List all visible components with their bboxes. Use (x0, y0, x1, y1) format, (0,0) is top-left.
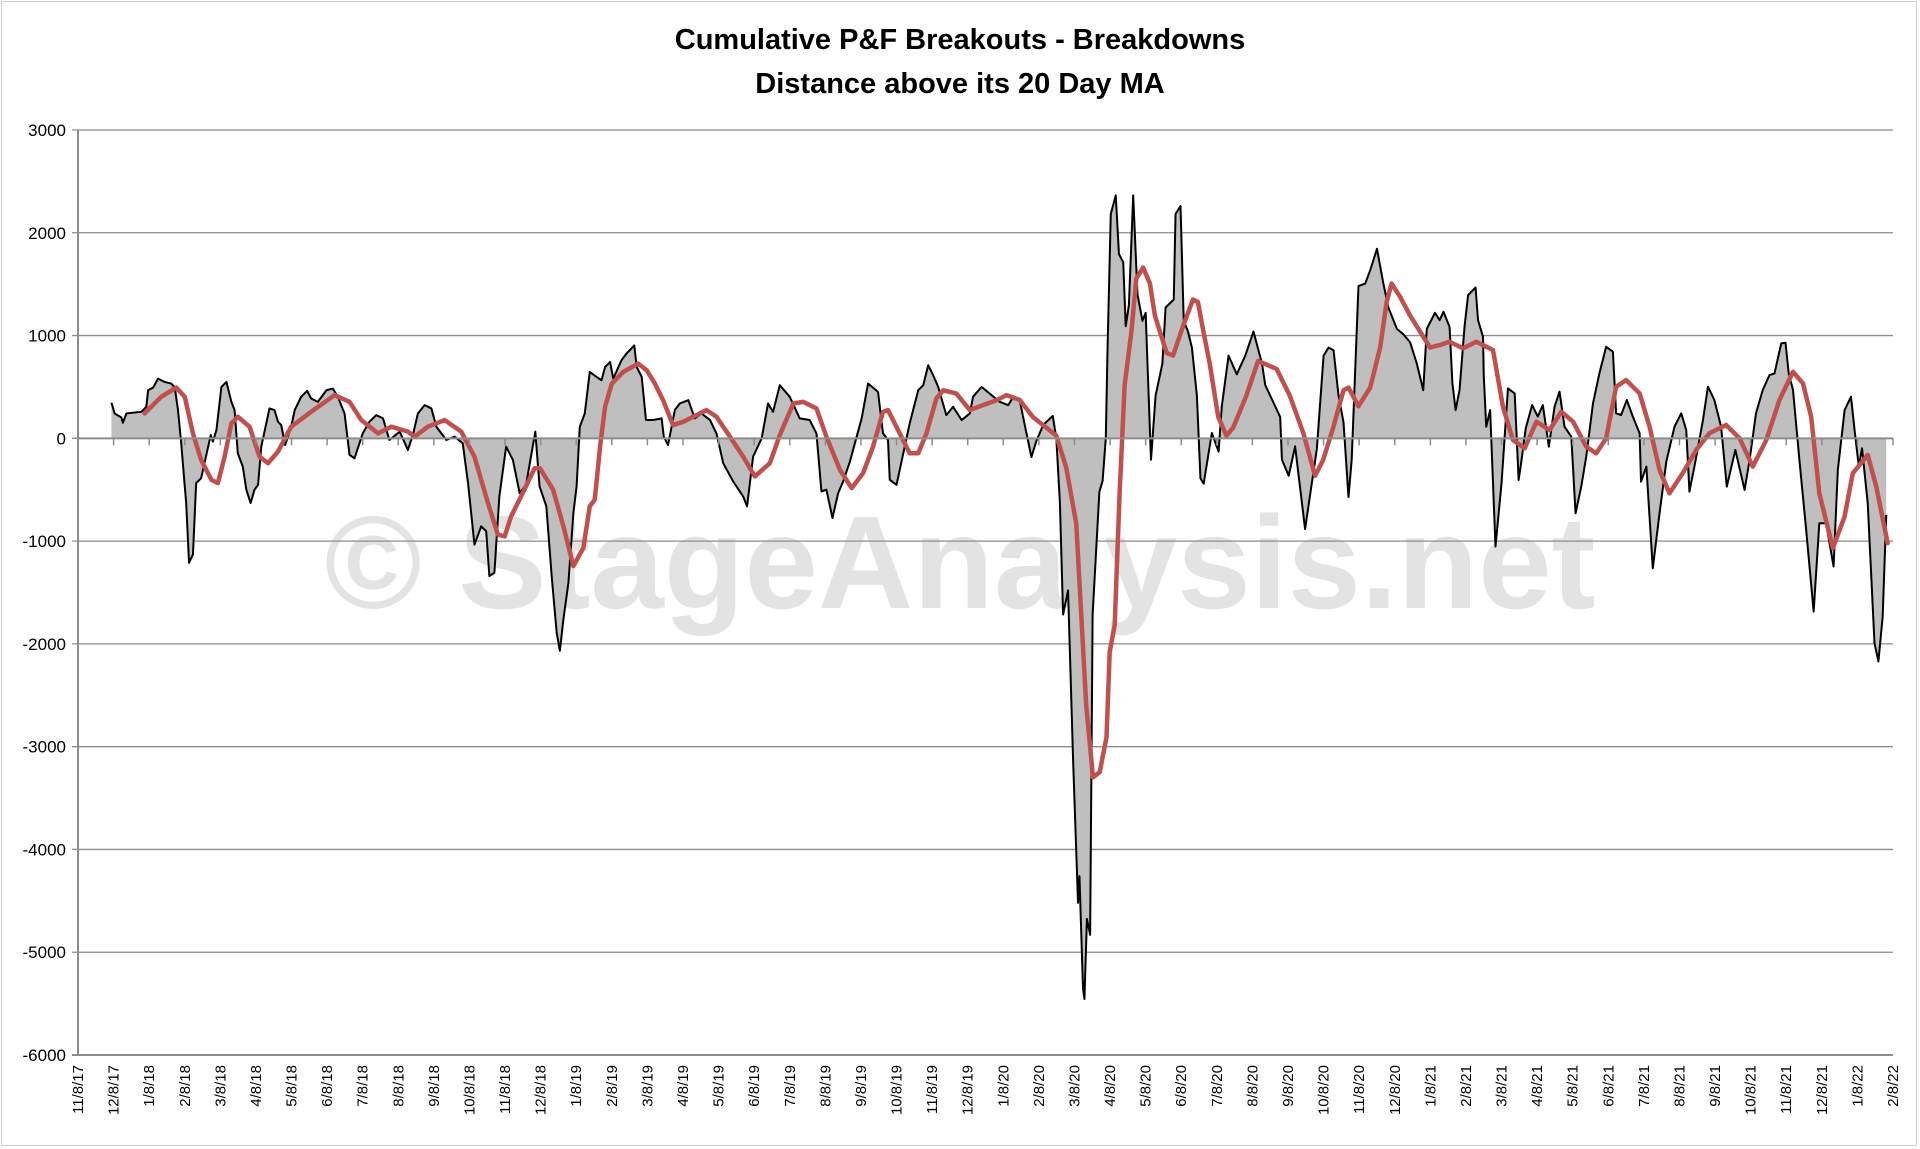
x-tick-label: 8/8/19 (817, 1065, 834, 1107)
watermark: © StageAnalysis.net (324, 489, 1595, 636)
x-tick-label: 11/8/20 (1351, 1065, 1368, 1114)
x-tick-label: 10/8/18 (461, 1065, 478, 1115)
x-tick-label: 12/8/18 (533, 1065, 550, 1115)
ma-20-day-line (142, 265, 1890, 780)
x-tick-label: 11/8/17 (70, 1065, 87, 1114)
x-tick-label: 1/8/21 (1422, 1065, 1439, 1107)
x-tick-label: 12/8/17 (106, 1065, 123, 1115)
x-tick-label: 4/8/19 (675, 1065, 692, 1107)
chart-title: Cumulative P&F Breakouts - Breakdowns Di… (0, 18, 1920, 106)
y-tick-label: -6000 (23, 1046, 66, 1065)
distance-area-fill (111, 195, 1887, 999)
x-tick-label: 10/8/21 (1743, 1065, 1760, 1115)
x-tick-label: 8/8/21 (1671, 1065, 1688, 1107)
x-tick-label: 6/8/18 (319, 1065, 336, 1107)
x-tick-label: 2/8/19 (604, 1065, 621, 1107)
y-tick-label: -4000 (23, 840, 66, 859)
x-tick-label: 11/8/21 (1778, 1065, 1795, 1114)
y-tick-label: 3000 (28, 121, 66, 140)
x-tick-label: 2/8/22 (1885, 1065, 1902, 1107)
x-tick-label: 5/8/18 (284, 1065, 301, 1107)
chart-subtitle: Distance above its 20 Day MA (755, 68, 1165, 100)
y-tick-label: -2000 (23, 635, 66, 654)
x-tick-label: 3/8/20 (1066, 1065, 1083, 1107)
distance-line (110, 194, 1888, 1000)
x-tick-label: 10/8/19 (889, 1065, 906, 1115)
chart-title-line1: Cumulative P&F Breakouts - Breakdowns (674, 24, 1246, 56)
x-tick-label: 12/8/19 (960, 1065, 977, 1115)
x-tick-label: 4/8/18 (248, 1065, 265, 1107)
x-tick-label: 1/8/19 (568, 1065, 585, 1107)
x-tick-label: 9/8/20 (1280, 1065, 1297, 1107)
x-tick-label: 5/8/20 (1138, 1065, 1155, 1107)
x-tick-label: 3/8/21 (1494, 1065, 1511, 1107)
x-tick-label: 5/8/19 (711, 1065, 728, 1107)
x-tick-label: 7/8/18 (355, 1065, 372, 1107)
x-tick-label: 11/8/19 (924, 1065, 941, 1114)
x-tick-label: 8/8/20 (1244, 1065, 1261, 1107)
axes: 3000 2000 1000 0 -1000 -2000 -3000 -4000 -5000 -6… (23, 121, 1902, 1115)
x-tick-label: 9/8/18 (426, 1065, 443, 1107)
y-tick-label: 0 (57, 429, 66, 448)
x-tick-label: 4/8/20 (1102, 1065, 1119, 1107)
x-tick-label: 10/8/20 (1316, 1065, 1333, 1115)
x-tick-label: 7/8/20 (1209, 1065, 1226, 1107)
x-tick-label: 12/8/21 (1814, 1065, 1831, 1115)
x-tick-label: 9/8/21 (1707, 1065, 1724, 1107)
x-tick-label: 3/8/19 (639, 1065, 656, 1107)
y-tick-label: -5000 (23, 943, 66, 962)
y-tick-label: -3000 (23, 738, 66, 757)
x-tick-label: 7/8/19 (782, 1065, 799, 1107)
y-tick-label: 2000 (28, 224, 66, 243)
x-tick-label: 7/8/21 (1636, 1065, 1653, 1107)
y-tick-label: 1000 (28, 327, 66, 346)
x-tick-label: 6/8/20 (1173, 1065, 1190, 1107)
x-tick-label: 5/8/21 (1565, 1065, 1582, 1107)
x-tick-label: 1/8/20 (995, 1065, 1012, 1107)
x-tick-label: 2/8/20 (1031, 1065, 1048, 1107)
x-tick-label: 2/8/21 (1458, 1065, 1475, 1107)
x-tick-label: 3/8/18 (212, 1065, 229, 1107)
x-tick-label: 1/8/18 (141, 1065, 158, 1107)
x-tick-label: 9/8/19 (853, 1065, 870, 1107)
x-tick-label: 8/8/18 (390, 1065, 407, 1107)
x-tick-label: 2/8/18 (177, 1065, 194, 1107)
y-tick-label: -1000 (23, 532, 66, 551)
x-tick-label: 6/8/21 (1600, 1065, 1617, 1107)
x-tick-label: 6/8/19 (746, 1065, 763, 1107)
x-tick-label: 11/8/18 (497, 1065, 514, 1114)
x-tick-label: 4/8/21 (1529, 1065, 1546, 1107)
x-tick-label: 12/8/20 (1387, 1065, 1404, 1115)
x-tick-label: 1/8/22 (1849, 1065, 1866, 1107)
series-group (110, 194, 1890, 1000)
